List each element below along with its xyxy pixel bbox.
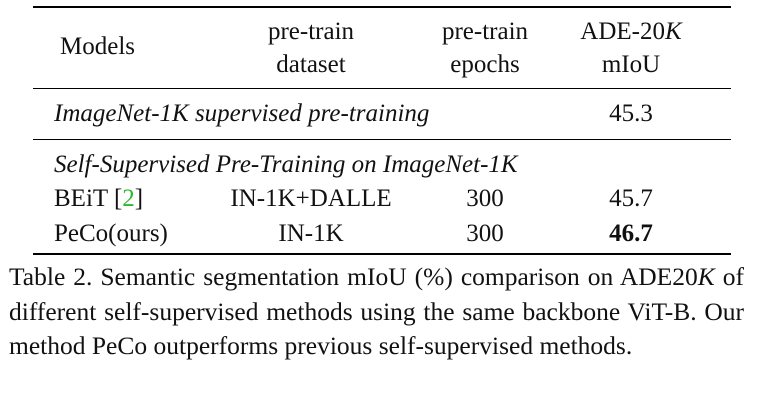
caption-prefix: Table 2. Semantic segmentation mIoU (%) … — [9, 262, 698, 291]
header-epochs-line1: pre-train — [441, 18, 529, 45]
row-beit-miou: 45.7 — [609, 185, 653, 212]
header-rule — [33, 88, 731, 89]
caption-suffix: of different self-supervised methods usi… — [9, 262, 745, 360]
row-peco-dataset: IN-1K — [278, 220, 344, 247]
table-caption: Table 2. Semantic segmentation mIoU (%) … — [9, 260, 744, 364]
header-ade-prefix: ADE-20 — [580, 18, 666, 45]
row-beit-dataset: IN-1K+DALLE — [230, 185, 392, 212]
row-beit-citation[interactable]: 2 — [122, 185, 135, 212]
supervised-row-miou: 45.3 — [609, 100, 653, 127]
header-ade-line2: mIoU — [601, 51, 661, 78]
header-ade-k: K — [665, 18, 682, 45]
row-peco-model: PeCo(ours) — [54, 220, 168, 247]
top-rule — [33, 6, 731, 8]
row-peco-epochs: 300 — [466, 220, 504, 247]
header-ade-line1: ADE-20K — [580, 17, 681, 47]
row-beit-model: BEiT [2] — [54, 185, 144, 212]
row-peco-miou: 46.7 — [609, 220, 653, 247]
section-rule — [33, 139, 731, 140]
caption-k: K — [697, 262, 715, 291]
self-supervised-section-label: Self-Supervised Pre-Training on ImageNet… — [54, 151, 518, 178]
row-beit-model-name: BEiT — [54, 185, 108, 212]
header-dataset-line1: pre-train — [267, 18, 355, 45]
bottom-rule — [33, 253, 731, 255]
header-models: Models — [60, 33, 135, 60]
header-epochs-line2: epochs — [450, 51, 520, 78]
supervised-row-label: ImageNet-1K supervised pre-training — [54, 100, 430, 127]
row-beit-epochs: 300 — [466, 185, 504, 212]
header-dataset-line2: dataset — [276, 51, 346, 78]
